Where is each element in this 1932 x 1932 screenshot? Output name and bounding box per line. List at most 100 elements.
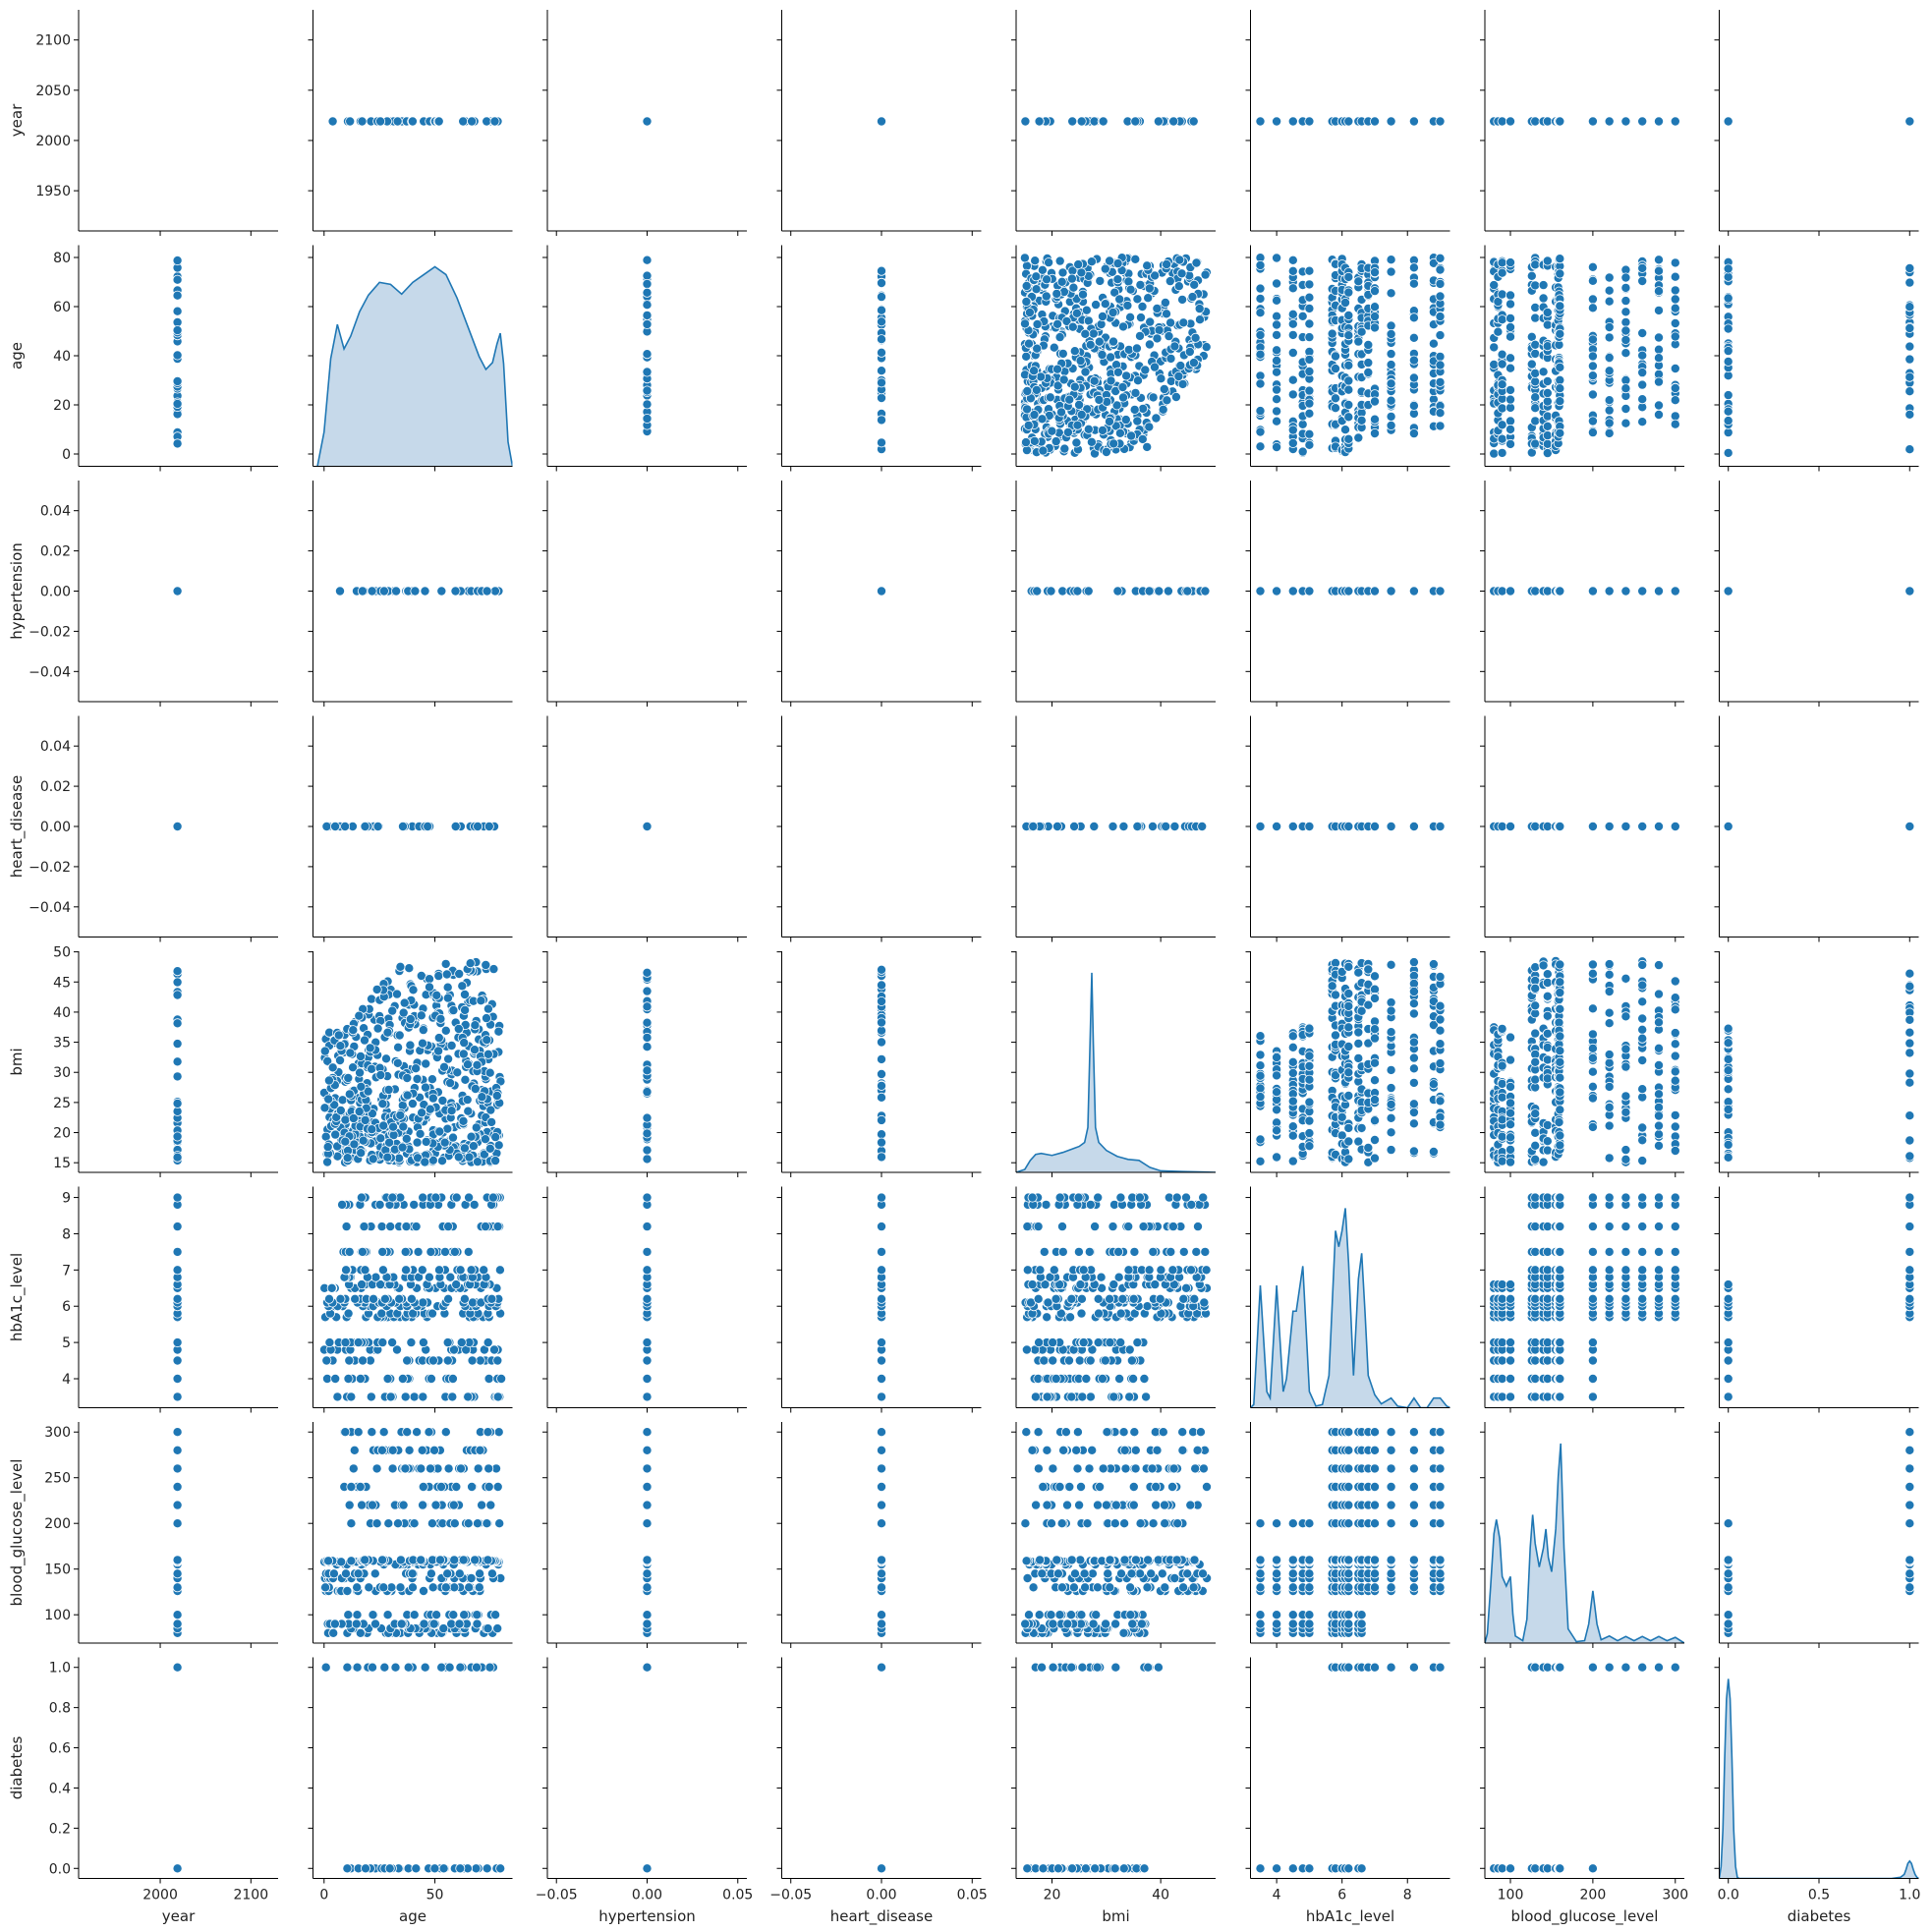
scatter-point (877, 1152, 887, 1163)
scatter-point (1637, 394, 1648, 405)
scatter-point (1033, 1222, 1044, 1232)
panel-year-vs-hbA1c_level (1245, 10, 1450, 236)
scatter-point (1604, 418, 1615, 428)
scatter-point (407, 1099, 418, 1109)
scatter-point (1637, 1024, 1648, 1035)
scatter-point (1255, 329, 1266, 340)
scatter-point (412, 1074, 423, 1085)
scatter-point (1587, 389, 1598, 400)
scatter-point (1723, 406, 1733, 417)
scatter-point (1134, 1192, 1145, 1203)
scatter-point (172, 398, 183, 409)
scatter-point (1057, 348, 1068, 359)
scatter-point (1497, 1023, 1507, 1034)
scatter-point (1542, 375, 1553, 386)
scatter-point (1555, 1031, 1565, 1042)
scatter-point (1408, 1146, 1419, 1157)
scatter-point (1167, 1265, 1178, 1276)
scatter-point (1304, 292, 1315, 303)
scatter-point (1555, 374, 1565, 385)
scatter-point (642, 1017, 653, 1028)
scatter-point (1069, 381, 1080, 392)
scatter-point (1530, 416, 1541, 426)
scatter-point (1042, 1392, 1052, 1402)
y-tick-label: 8 (62, 1226, 71, 1242)
scatter-point (391, 586, 402, 597)
scatter-point (445, 1078, 456, 1089)
scatter-point (1178, 1246, 1189, 1257)
scatter-point (470, 1020, 481, 1031)
scatter-point (1386, 266, 1396, 277)
scatter-point (1506, 1119, 1516, 1130)
scatter-point (1168, 116, 1179, 127)
scatter-point (1386, 1064, 1396, 1075)
scatter-point (481, 1013, 491, 1024)
scatter-point (1723, 356, 1733, 367)
scatter-point (642, 1001, 653, 1012)
scatter-point (172, 990, 183, 1000)
scatter-point (1587, 959, 1598, 970)
scatter-point (1340, 297, 1351, 308)
scatter-point (1408, 1063, 1419, 1074)
scatter-point (1304, 332, 1315, 343)
scatter-point (642, 310, 653, 320)
scatter-point (1670, 317, 1680, 328)
scatter-point (1493, 326, 1504, 337)
scatter-point (1904, 822, 1915, 832)
scatter-point (642, 255, 653, 265)
scatter-point (1497, 1374, 1507, 1385)
scatter-point (1336, 1111, 1347, 1122)
scatter-point (1162, 258, 1172, 269)
scatter-point (394, 1293, 405, 1304)
scatter-point (1555, 1140, 1565, 1151)
scatter-point (365, 1043, 375, 1053)
scatter-point (1654, 116, 1665, 127)
scatter-point (1370, 302, 1381, 313)
scatter-point (642, 1374, 653, 1385)
scatter-point (1363, 999, 1374, 1010)
scatter-point (877, 1392, 887, 1402)
scatter-point (1530, 586, 1541, 597)
scatter-point (1343, 989, 1354, 999)
scatter-point (1370, 116, 1381, 127)
scatter-point (1506, 1144, 1516, 1155)
scatter-point (407, 116, 418, 127)
scatter-point (1526, 270, 1537, 281)
scatter-point (1327, 328, 1337, 339)
scatter-point (1604, 1120, 1615, 1131)
scatter-point (1587, 1066, 1598, 1077)
scatter-point (1080, 328, 1091, 339)
scatter-point (1587, 822, 1598, 832)
scatter-point (1272, 822, 1282, 832)
scatter-point (330, 822, 341, 832)
scatter-point (1021, 1344, 1032, 1355)
scatter-point (322, 1157, 333, 1167)
scatter-point (1542, 438, 1553, 449)
scatter-point (1670, 976, 1680, 987)
scatter-point (360, 822, 370, 832)
scatter-point (172, 1018, 183, 1029)
y-tick-label: 4 (62, 1372, 71, 1388)
scatter-point (405, 1040, 416, 1051)
scatter-point (1304, 279, 1315, 290)
scatter-point (1150, 362, 1161, 372)
y-tick-label: 30 (53, 1065, 71, 1081)
scatter-point (1118, 392, 1129, 403)
scatter-point (877, 1192, 887, 1203)
scatter-point (1530, 962, 1541, 973)
scatter-point (1670, 363, 1680, 373)
scatter-point (1587, 1043, 1598, 1053)
scatter-point (1435, 1096, 1446, 1107)
panel-bmi-vs-bmi (1011, 951, 1216, 1177)
scatter-point (1530, 403, 1541, 414)
panel-year-vs-hypertension (542, 10, 747, 236)
scatter-point (1670, 395, 1680, 406)
scatter-point (1255, 378, 1266, 389)
scatter-point (398, 1007, 409, 1018)
scatter-point (1542, 421, 1553, 431)
scatter-point (1031, 271, 1042, 282)
panel-age-vs-blood_glucose_level (1480, 245, 1684, 472)
panel-age-vs-age (308, 245, 513, 472)
scatter-point (1587, 427, 1598, 438)
